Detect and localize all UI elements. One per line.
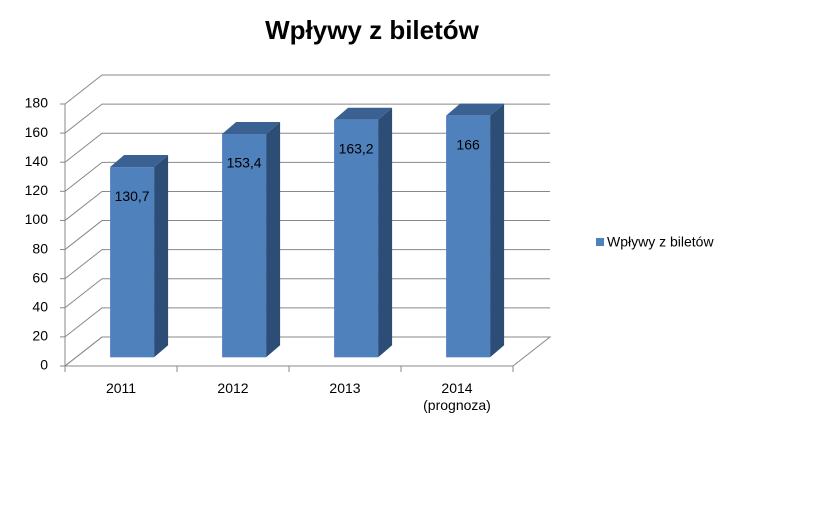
y-tick-label: 0 (40, 357, 48, 373)
y-tick-label: 60 (32, 269, 48, 285)
x-tick-label: 2013 (329, 380, 361, 396)
y-tick-label: 40 (32, 298, 48, 314)
bar-top (110, 155, 169, 168)
bar-top (222, 122, 281, 135)
y-tick-label: 120 (25, 182, 49, 198)
bar-side (154, 155, 169, 358)
x-tick-label: 2011 (105, 380, 137, 396)
y-tick-label: 20 (32, 328, 48, 344)
bar (110, 167, 155, 358)
x-tick-label: 2012 (217, 380, 249, 396)
grid-line (64, 220, 550, 250)
chart-title: Wpływy z biletów (265, 15, 480, 45)
grid-line (64, 190, 550, 221)
legend-swatch (596, 238, 604, 246)
y-tick-label: 80 (32, 240, 48, 256)
bar-side (378, 107, 393, 358)
bar (446, 115, 491, 358)
x-tick-label: 2014 (prognoza) (423, 380, 491, 413)
data-label: 130,7 (115, 188, 150, 204)
bar (222, 134, 267, 358)
y-tick-label: 180 (25, 95, 49, 111)
y-tick-label: 100 (25, 211, 49, 227)
bar-side (266, 122, 281, 358)
grid-line (64, 103, 550, 134)
y-tick-label: 160 (25, 124, 49, 140)
bar-side (490, 103, 505, 358)
data-label: 166 (456, 136, 480, 152)
data-label: 153,4 (227, 155, 262, 171)
y-tick-label: 140 (25, 153, 49, 169)
grid-line (64, 336, 550, 367)
bar-top (334, 107, 393, 120)
grid-line (64, 249, 550, 280)
legend-label: Wpływy z biletów (607, 234, 714, 250)
grid-line (64, 307, 550, 338)
grid-line (64, 132, 550, 163)
bar-top (446, 103, 505, 116)
data-label: 163,2 (339, 140, 374, 156)
bar (334, 119, 379, 358)
grid-line (64, 278, 550, 309)
grid-line (64, 161, 550, 192)
grid-line (64, 74, 550, 105)
